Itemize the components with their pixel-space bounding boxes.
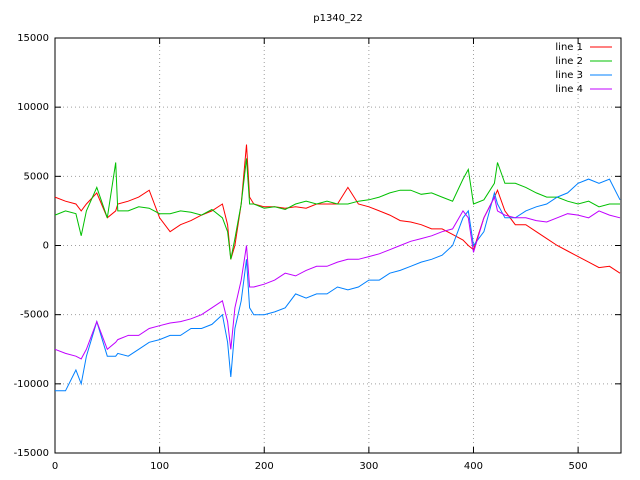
series-line — [54, 158, 620, 260]
y-tick-label: -10000 — [14, 379, 49, 390]
plot-frame — [54, 37, 622, 454]
y-tick-label: 10000 — [17, 102, 49, 113]
y-tick-label: 5000 — [24, 171, 49, 182]
x-tick-label: 200 — [255, 461, 274, 472]
x-tick-label: 500 — [569, 461, 588, 472]
x-tick-label: 100 — [150, 461, 169, 472]
legend-label: line 2 — [555, 56, 583, 67]
legend-label: line 4 — [555, 84, 583, 95]
y-tick-label: -5000 — [20, 310, 49, 321]
series-line — [55, 178, 621, 392]
legend-label: line 3 — [555, 70, 583, 81]
x-tick-label: 300 — [359, 461, 378, 472]
legend-label: line 1 — [555, 42, 583, 53]
x-tick-label: 0 — [52, 461, 58, 472]
y-tick-label: 15000 — [17, 33, 49, 44]
x-tick-label: 400 — [464, 461, 483, 472]
y-tick-label: -15000 — [14, 448, 49, 459]
chart-title: p1340_22 — [313, 13, 363, 24]
series-line — [54, 195, 621, 360]
y-tick-label: 0 — [43, 241, 49, 252]
